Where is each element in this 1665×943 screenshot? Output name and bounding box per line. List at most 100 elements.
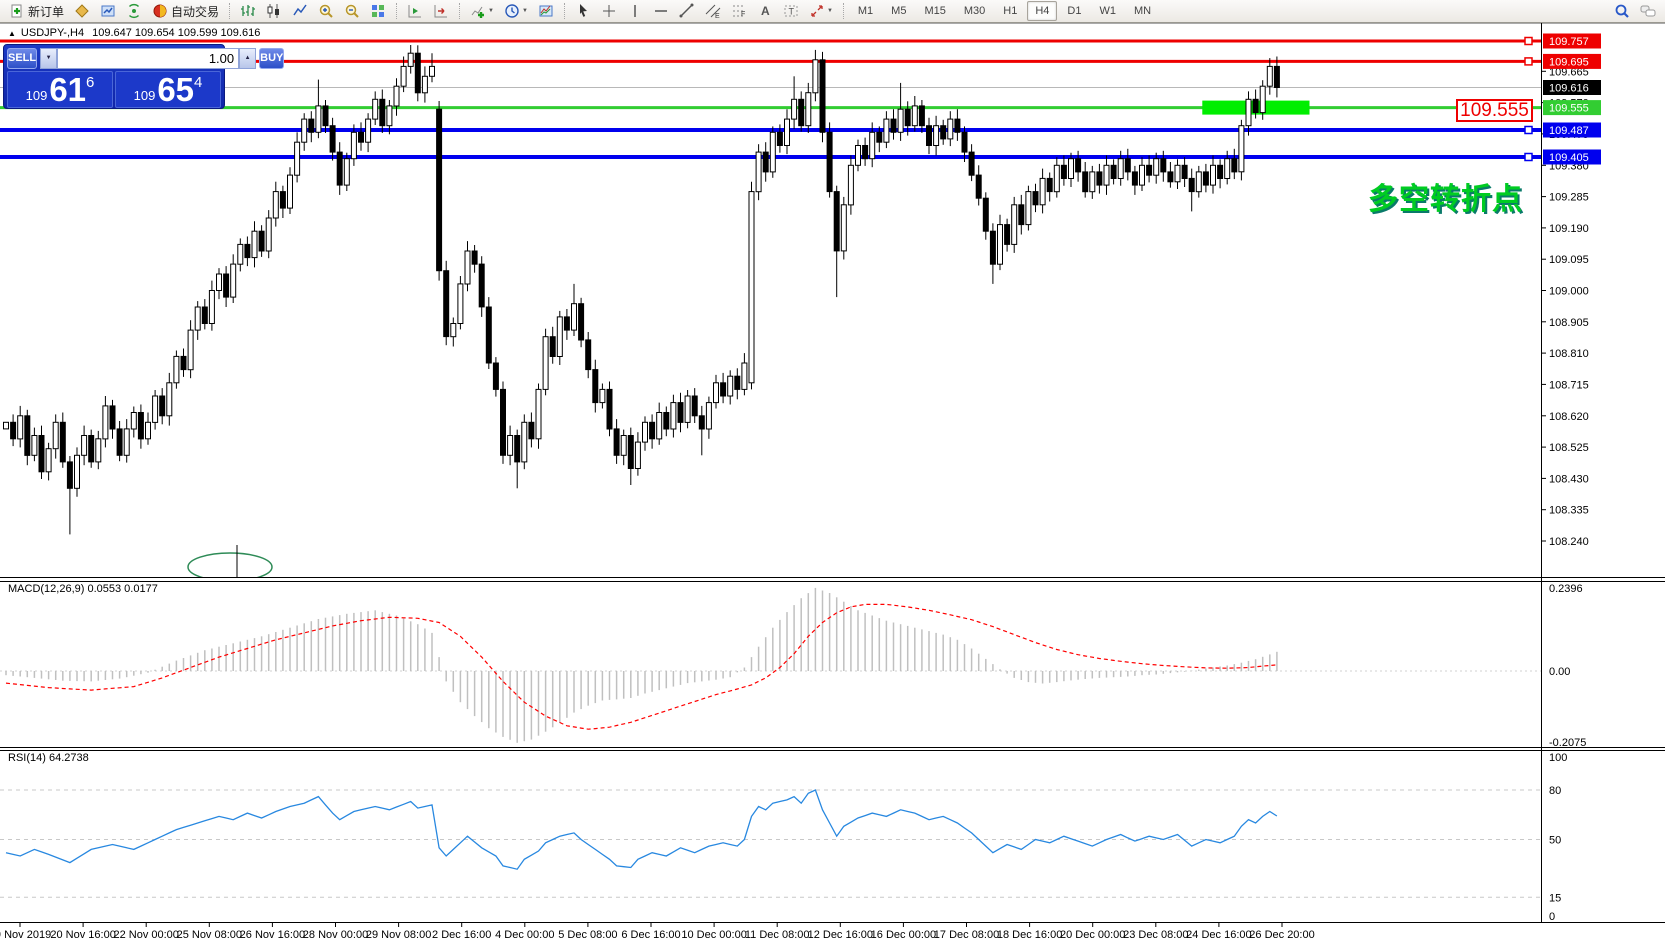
candle [237, 243, 244, 265]
timeframe-m15-button[interactable]: M15 [924, 5, 946, 17]
candle [159, 395, 166, 417]
volume-down-button[interactable]: ▼ [40, 48, 58, 69]
arrows-dropdown-icon[interactable]: ▼ [826, 8, 833, 14]
funds-button[interactable] [70, 1, 94, 21]
zoom-out-button[interactable] [340, 1, 364, 21]
candle [847, 164, 854, 206]
signal-button[interactable] [122, 1, 146, 21]
timeframe-m30-button[interactable]: M30 [963, 5, 986, 17]
main-pane[interactable] [0, 27, 1541, 581]
candle [123, 428, 130, 456]
timeframe-m5-button[interactable]: M5 [891, 5, 907, 17]
candle [287, 174, 293, 209]
sell-price[interactable]: 109 61 6 [7, 71, 113, 108]
indicators-button[interactable]: ▼ [466, 1, 498, 21]
candle [500, 388, 506, 456]
indicators-icon [471, 6, 485, 18]
candle [457, 283, 464, 324]
candle [563, 316, 570, 331]
vertical-line-button[interactable] [623, 1, 647, 21]
candle [1124, 158, 1131, 173]
auto-scroll-button[interactable] [403, 1, 427, 21]
equidistant-channel-button[interactable]: E [701, 1, 725, 21]
new-order-button[interactable]: 新订单 [5, 1, 68, 21]
candle [450, 323, 457, 338]
buy-price[interactable]: 109 65 4 [115, 71, 221, 108]
chat-button[interactable] [1636, 1, 1660, 21]
rsi-line [5, 789, 1278, 870]
timeframe-mn-button[interactable]: MN [1133, 5, 1152, 17]
candle [578, 303, 585, 341]
candle [755, 151, 762, 193]
candle [634, 441, 641, 470]
price-axis-label: 108.810 [1549, 348, 1589, 360]
volume-input[interactable] [57, 48, 240, 69]
candle [102, 405, 109, 440]
timeframe-d1-button[interactable]: D1 [1067, 5, 1082, 17]
candle [528, 421, 535, 440]
candle [1210, 164, 1216, 186]
auto-trading-button[interactable]: 自动交易 [148, 1, 223, 21]
timeframe-m1-button[interactable]: M1 [857, 5, 874, 17]
candle [1259, 85, 1266, 114]
market-watch-button[interactable] [96, 1, 120, 21]
sell-price-prefix: 109 [25, 88, 48, 103]
chart-ohlc-values: 109.647 109.654 109.599 109.616 [92, 27, 261, 39]
horizontal-line-button[interactable] [649, 1, 673, 21]
tile-windows-button[interactable] [366, 1, 390, 21]
time-axis-label: 11 Dec 08:00 [745, 929, 810, 941]
candle [17, 415, 24, 440]
text-button[interactable]: A [753, 1, 777, 21]
chart-shift-icon [434, 5, 448, 18]
price-axis-label: 108.620 [1549, 411, 1589, 423]
zoom-in-button[interactable] [314, 1, 338, 21]
volume-up-button[interactable]: ▲ [239, 48, 257, 69]
price-badge [1543, 122, 1601, 138]
zoom-in-icon [319, 4, 333, 18]
periods-dropdown-icon[interactable]: ▼ [521, 8, 528, 14]
search-button[interactable] [1610, 1, 1634, 21]
bar-chart-button[interactable] [236, 1, 260, 21]
candle [1139, 164, 1145, 186]
chart-collapse-icon[interactable]: ▲ [8, 29, 16, 38]
ellipse-annotation[interactable] [187, 552, 273, 581]
candle [968, 151, 975, 176]
text-label-button[interactable]: T [779, 1, 803, 21]
chinese-annotation-text[interactable]: 多空转折点 [1368, 183, 1523, 216]
candle [201, 306, 208, 324]
price-axis-label: 108.525 [1549, 442, 1589, 454]
toolbar-separator [563, 3, 565, 19]
candle [45, 448, 52, 473]
timeframe-h1-button[interactable]: H1 [1003, 5, 1018, 17]
periods-button[interactable]: ▼ [500, 1, 532, 21]
fibonacci-button[interactable]: F [727, 1, 751, 21]
buy-button[interactable]: BUY [259, 48, 285, 69]
cursor-button[interactable] [571, 1, 595, 21]
candle [1188, 177, 1195, 193]
timeframe-h4-button[interactable]: H4 [1027, 1, 1058, 21]
candle [627, 435, 634, 469]
templates-button[interactable] [534, 1, 558, 21]
sell-price-big: 61 [49, 71, 87, 108]
trend-line-button[interactable] [675, 1, 699, 21]
candle [1181, 164, 1188, 180]
time-axis-label: 26 Nov 16:00 [240, 929, 305, 941]
candle [66, 461, 73, 489]
macd-min-label: -0.2075 [1549, 737, 1586, 749]
indicators-dropdown-icon[interactable]: ▼ [488, 8, 494, 14]
price-callout[interactable]: 109.555 [1456, 99, 1533, 122]
text-label-icon: T [784, 5, 798, 17]
candle [1252, 98, 1259, 114]
crosshair-button[interactable] [597, 1, 621, 21]
candlestick-chart-button[interactable] [262, 1, 286, 21]
chart-shift-button[interactable] [429, 1, 453, 21]
sell-button[interactable]: SELL [7, 48, 38, 69]
line-chart-button[interactable] [288, 1, 312, 21]
candle [145, 421, 151, 440]
price-badge [1543, 100, 1601, 116]
time-axis-label: 20 Dec 00:00 [1060, 929, 1125, 941]
timeframe-w1-button[interactable]: W1 [1099, 5, 1116, 17]
arrows-button[interactable]: ▼ [805, 1, 837, 21]
candle [216, 273, 222, 291]
